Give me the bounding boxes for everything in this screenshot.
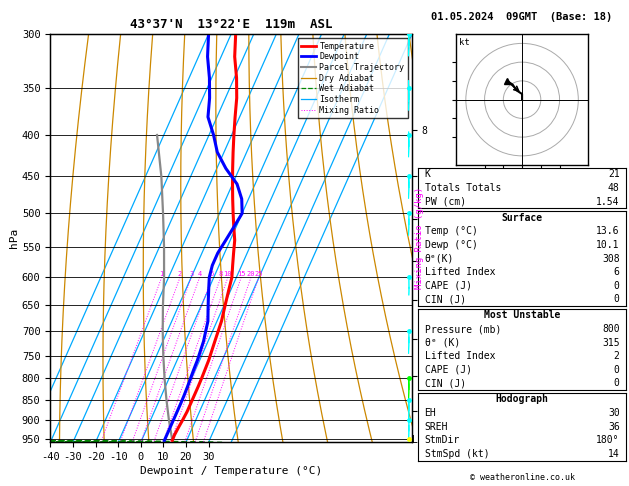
Text: © weatheronline.co.uk: © weatheronline.co.uk	[470, 473, 574, 482]
Text: CAPE (J): CAPE (J)	[425, 365, 472, 375]
Text: CIN (J): CIN (J)	[425, 379, 465, 388]
Text: PW (cm): PW (cm)	[425, 197, 465, 207]
Text: 3: 3	[189, 271, 194, 278]
Text: 2: 2	[614, 351, 620, 361]
Text: θᵉ(K): θᵉ(K)	[425, 254, 454, 263]
Text: 1: 1	[160, 271, 164, 278]
Text: 6: 6	[614, 267, 620, 277]
Text: 0: 0	[614, 379, 620, 388]
Text: 315: 315	[602, 338, 620, 347]
Y-axis label: km
ASL: km ASL	[429, 229, 450, 247]
Text: K: K	[425, 170, 430, 179]
Text: 01.05.2024  09GMT  (Base: 18): 01.05.2024 09GMT (Base: 18)	[431, 12, 613, 22]
Text: 48: 48	[608, 183, 620, 193]
Text: StmDir: StmDir	[425, 435, 460, 445]
Text: 30: 30	[608, 408, 620, 418]
Text: 25: 25	[255, 271, 263, 278]
Text: 36: 36	[608, 422, 620, 432]
Text: Dewp (°C): Dewp (°C)	[425, 240, 477, 250]
Text: 14: 14	[608, 449, 620, 459]
Text: kt: kt	[459, 38, 470, 47]
Text: 15: 15	[237, 271, 245, 278]
Text: 10: 10	[224, 271, 232, 278]
Text: 180°: 180°	[596, 435, 620, 445]
Text: Surface: Surface	[501, 213, 543, 223]
Text: 4: 4	[198, 271, 202, 278]
Text: 0: 0	[614, 281, 620, 291]
Text: 800: 800	[602, 324, 620, 334]
Text: 308: 308	[602, 254, 620, 263]
Text: 1.54: 1.54	[596, 197, 620, 207]
Text: θᵉ (K): θᵉ (K)	[425, 338, 460, 347]
Text: Lifted Index: Lifted Index	[425, 351, 495, 361]
Text: 10.1: 10.1	[596, 240, 620, 250]
Text: SREH: SREH	[425, 422, 448, 432]
Text: CAPE (J): CAPE (J)	[425, 281, 472, 291]
Text: Hodograph: Hodograph	[496, 395, 548, 404]
Text: 20: 20	[247, 271, 255, 278]
X-axis label: Dewpoint / Temperature (°C): Dewpoint / Temperature (°C)	[140, 466, 322, 476]
Text: EH: EH	[425, 408, 437, 418]
Text: 13.6: 13.6	[596, 226, 620, 236]
Text: CIN (J): CIN (J)	[425, 295, 465, 304]
Text: LCL: LCL	[412, 435, 430, 446]
Text: Temp (°C): Temp (°C)	[425, 226, 477, 236]
Text: 0: 0	[614, 295, 620, 304]
Text: 21: 21	[608, 170, 620, 179]
Text: 8: 8	[219, 271, 223, 278]
Text: Most Unstable: Most Unstable	[484, 311, 560, 320]
Legend: Temperature, Dewpoint, Parcel Trajectory, Dry Adiabat, Wet Adiabat, Isotherm, Mi: Temperature, Dewpoint, Parcel Trajectory…	[298, 38, 408, 118]
Y-axis label: hPa: hPa	[9, 228, 19, 248]
Text: 6: 6	[209, 271, 214, 278]
Text: Pressure (mb): Pressure (mb)	[425, 324, 501, 334]
Text: Mixing Ratio (g/kg): Mixing Ratio (g/kg)	[415, 187, 424, 289]
Title: 43°37'N  13°22'E  119m  ASL: 43°37'N 13°22'E 119m ASL	[130, 18, 332, 32]
Text: Lifted Index: Lifted Index	[425, 267, 495, 277]
Text: StmSpd (kt): StmSpd (kt)	[425, 449, 489, 459]
Text: 0: 0	[614, 365, 620, 375]
Text: 2: 2	[178, 271, 182, 278]
Text: Totals Totals: Totals Totals	[425, 183, 501, 193]
